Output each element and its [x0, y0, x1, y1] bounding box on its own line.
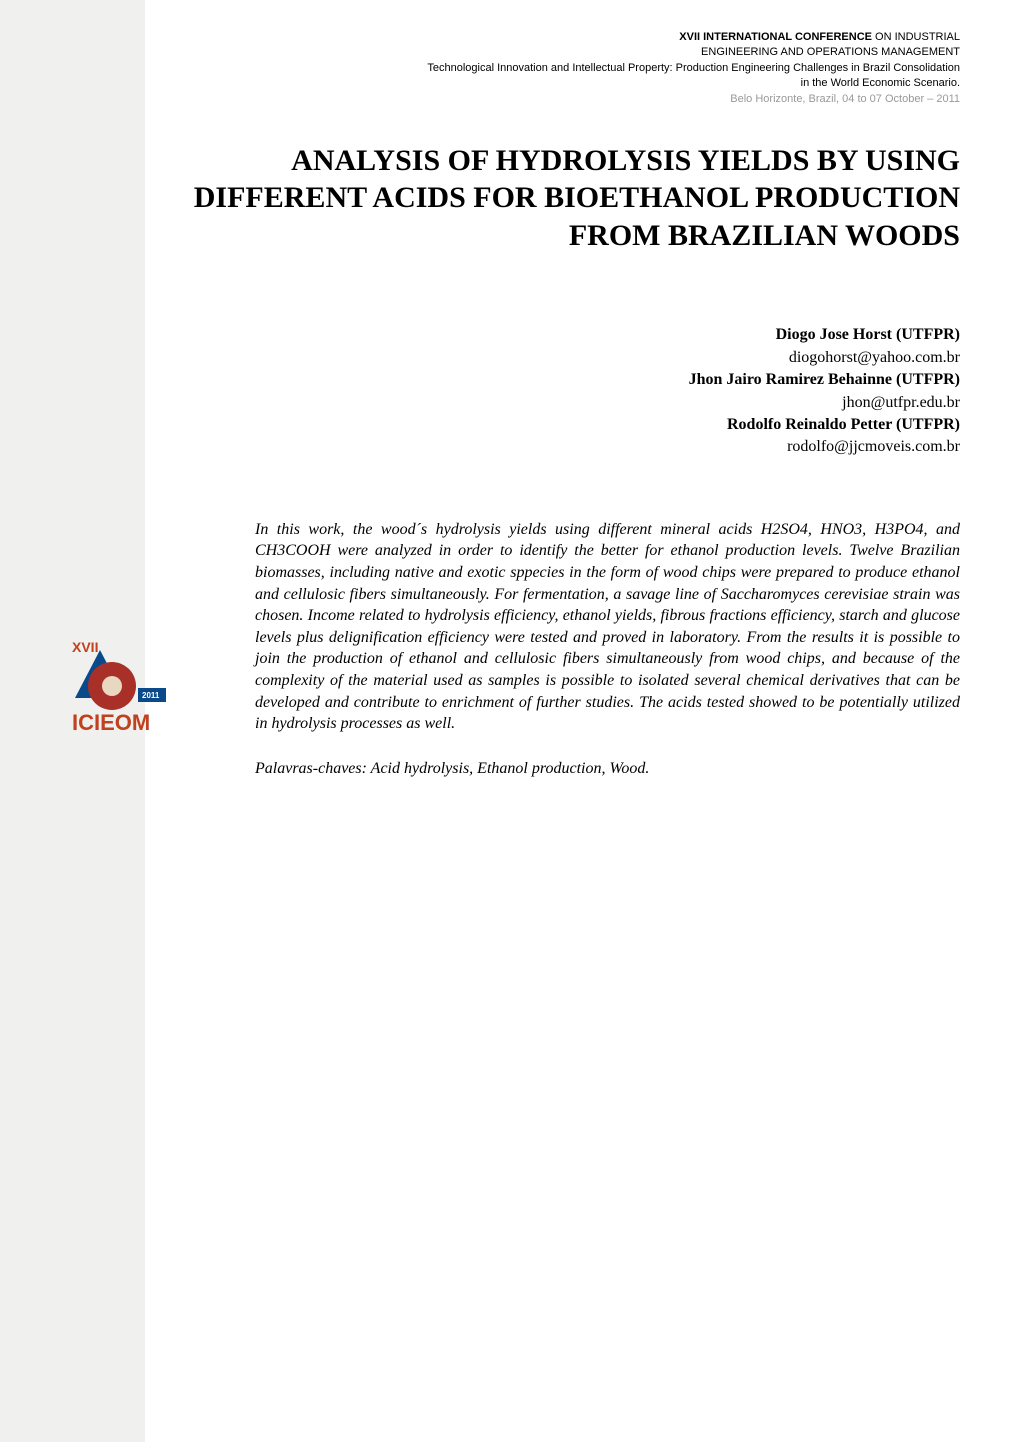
- authors-block: Diogo Jose Horst (UTFPR) diogohorst@yaho…: [185, 324, 960, 458]
- header-line-1: XVII INTERNATIONAL CONFERENCE ON INDUSTR…: [185, 30, 960, 45]
- author-name: Jhon Jairo Ramirez Behainne (UTFPR): [185, 369, 960, 391]
- author-email: jhon@utfpr.edu.br: [185, 392, 960, 414]
- logo-icieom-text: ICIEOM: [72, 710, 150, 735]
- author-email: rodolfo@jjcmoveis.com.br: [185, 436, 960, 458]
- logo-circle-center-icon: [102, 676, 122, 696]
- icieom-logo-svg: XVII 2011 ICIEOM: [70, 638, 180, 748]
- abstract-text: In this work, the wood´s hydrolysis yiel…: [255, 519, 960, 735]
- header-line-5: Belo Horizonte, Brazil, 04 to 07 October…: [185, 92, 960, 107]
- main-content: XVII INTERNATIONAL CONFERENCE ON INDUSTR…: [145, 0, 1020, 1442]
- header-line-4: in the World Economic Scenario.: [185, 76, 960, 91]
- paper-title: ANALYSIS OF HYDROLYSIS YIELDS BY USING D…: [185, 142, 960, 255]
- keywords-text: Palavras-chaves: Acid hydrolysis, Ethano…: [255, 760, 960, 778]
- logo-year-text: 2011: [142, 691, 160, 700]
- author-email: diogohorst@yahoo.com.br: [185, 347, 960, 369]
- conference-name-bold: XVII INTERNATIONAL CONFERENCE: [679, 31, 872, 43]
- logo-xvii-text: XVII: [72, 639, 98, 655]
- header-line-3: Technological Innovation and Intellectua…: [185, 61, 960, 76]
- author-name: Rodolfo Reinaldo Petter (UTFPR): [185, 414, 960, 436]
- author-name: Diogo Jose Horst (UTFPR): [185, 324, 960, 346]
- conference-header: XVII INTERNATIONAL CONFERENCE ON INDUSTR…: [185, 30, 960, 107]
- icieom-logo: XVII 2011 ICIEOM: [70, 638, 180, 753]
- header-line-2: ENGINEERING AND OPERATIONS MANAGEMENT: [185, 45, 960, 60]
- conference-name-rest: ON INDUSTRIAL: [872, 31, 960, 43]
